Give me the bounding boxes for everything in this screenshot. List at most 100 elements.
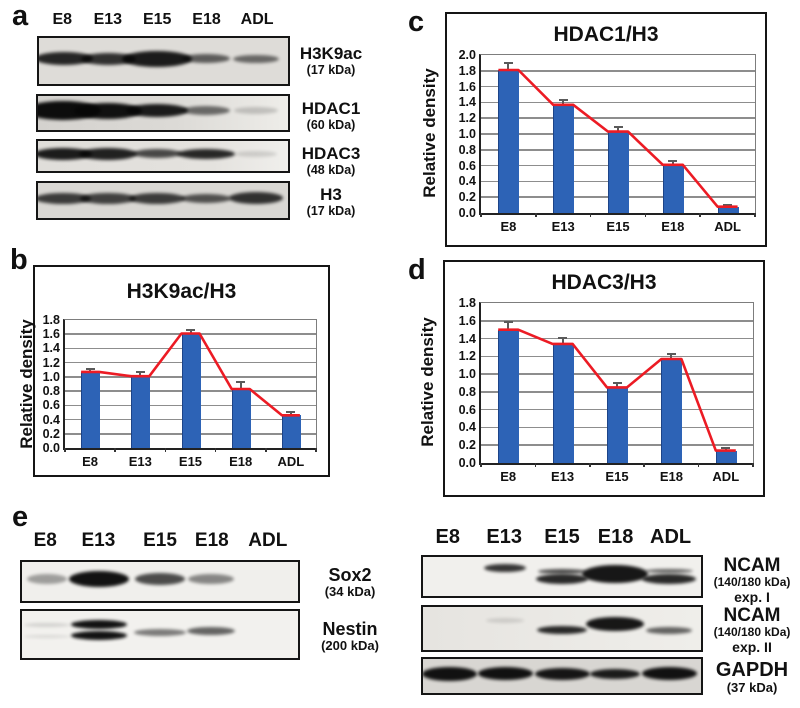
y-axis-tick-label: 1.4 <box>458 95 476 110</box>
blot-kda: (60 kDa) <box>306 118 356 133</box>
blot-name: GAPDH <box>715 659 789 681</box>
x-axis-tick <box>480 463 482 467</box>
blot-exp: exp. II <box>732 638 772 655</box>
x-axis-tick <box>589 213 592 217</box>
protein-band <box>80 192 136 204</box>
y-axis-tick-label: 0.4 <box>42 412 60 427</box>
protein-band <box>125 104 188 117</box>
protein-band <box>646 626 693 634</box>
y-axis-tick-label: 0.4 <box>458 420 476 435</box>
lane-label: E13 <box>486 526 522 548</box>
x-axis-tick <box>644 213 647 217</box>
x-axis-tick <box>480 213 482 217</box>
panel-d-letter: d <box>408 254 426 286</box>
blot-nestin <box>20 609 300 660</box>
x-axis-tick <box>754 213 756 217</box>
bar <box>131 376 151 448</box>
y-axis-tick-label: 0.8 <box>42 384 60 399</box>
protein-band <box>181 106 230 115</box>
category-label: ADL <box>714 219 741 234</box>
x-axis-tick <box>535 213 537 217</box>
category-label: E15 <box>605 469 629 484</box>
blot-kda: (140/180 kDa) <box>713 575 791 590</box>
lane-label: E15 <box>544 526 580 548</box>
x-axis-tick <box>534 463 537 467</box>
panel-b-letter: b <box>10 244 28 276</box>
lane-label: E18 <box>597 526 634 548</box>
y-axis-tick-label: 0.4 <box>458 174 476 189</box>
error-bar-cap <box>135 370 145 373</box>
protein-band <box>188 574 235 584</box>
y-axis-tick-label: 1.6 <box>42 327 60 342</box>
lane-label: E13 <box>81 530 116 551</box>
x-axis-tick <box>643 463 645 467</box>
blot-label-nestin: Nestin (200 kDa) <box>300 619 400 654</box>
protein-band <box>486 617 524 623</box>
blot-kda: (140/180 kDa) <box>713 625 791 640</box>
protein-band <box>71 630 128 640</box>
protein-band <box>585 617 644 631</box>
protein-band <box>23 623 70 627</box>
blot-name: NCAM <box>723 605 781 626</box>
y-axis-tick-label: 1.0 <box>42 369 60 384</box>
error-bar-cap <box>612 381 622 384</box>
blot-name: H3K9ac <box>299 44 363 63</box>
y-axis-tick-label: 0.8 <box>458 384 476 399</box>
plot-area: 0.0 0.2 0.4 0.6 0.8 1.0 1.2 1.4 1.6 1.8 E8 E13 E15 E1… <box>459 297 754 484</box>
bar <box>81 371 101 448</box>
protein-band <box>38 147 92 160</box>
blot-label-ncam-exp1: NCAM (140/180 kDa) exp. I <box>704 555 800 605</box>
gridline <box>481 355 753 358</box>
blot-label-hdac1: HDAC1 (60 kDa) <box>288 99 374 132</box>
protein-band <box>477 667 533 680</box>
y-axis-tick-label: 1.6 <box>458 313 476 328</box>
bar <box>715 450 737 463</box>
bar <box>717 206 739 213</box>
y-axis-tick-label: 0.0 <box>458 456 476 470</box>
blot-h3 <box>36 181 290 220</box>
y-axis-tick-label: 1.4 <box>458 331 476 346</box>
blot-kda: (17 kDa) <box>306 63 356 78</box>
blot-sox2 <box>20 560 300 603</box>
protein-band <box>132 149 181 158</box>
y-axis-tick-label: 0.0 <box>458 206 476 220</box>
panel-e-right-lane-labels: E8 E13 E15 E18 ADL <box>421 526 703 548</box>
error-bar-cap <box>236 381 246 384</box>
blot-kda: (200 kDa) <box>321 638 379 654</box>
y-axis-tick-label: 0.2 <box>458 190 476 205</box>
x-axis-tick <box>315 448 317 452</box>
error-bar-cap <box>668 160 678 163</box>
blot-label-gapdh: GAPDH (37 kDa) <box>704 659 800 696</box>
chart-title: HDAC3/H3 <box>551 271 657 294</box>
protein-band <box>423 666 477 681</box>
protein-band <box>134 628 186 636</box>
blot-kda: (34 kDa) <box>324 584 376 600</box>
x-axis-tick <box>214 448 217 452</box>
plot-area: 0.0 0.2 0.4 0.6 0.8 1.0 1.2 1.4 1.6 1.8 2.0 E8 E13 E1… <box>459 49 756 234</box>
category-label: E18 <box>661 219 685 234</box>
protein-band <box>38 192 91 204</box>
blot-name: Nestin <box>322 619 378 639</box>
error-bar-cap <box>613 125 623 128</box>
y-axis-tick-label: 0.6 <box>458 402 476 417</box>
trend-line <box>498 68 738 208</box>
chart-hdac1-h3: HDAC1/H3 Relative density 0.0 0.2 0.4 0.6 0.… <box>420 12 767 247</box>
category-label: ADL <box>277 454 305 469</box>
blot-label-ncam-exp2: NCAM (140/180 kDa) exp. II <box>704 605 800 655</box>
error-bar <box>189 330 192 334</box>
blot-kda: (37 kDa) <box>726 680 778 696</box>
protein-band <box>641 667 697 680</box>
blot-label-h3k9ac: H3K9ac (17 kDa) <box>288 44 374 77</box>
chart-title: HDAC1/H3 <box>553 23 659 46</box>
x-axis-tick <box>114 448 116 452</box>
bar <box>553 104 575 213</box>
y-axis-tick-label: 1.0 <box>458 367 476 382</box>
error-bar-cap <box>85 367 95 370</box>
lane-label: E13 <box>93 11 123 28</box>
protein-band <box>484 564 526 572</box>
plot-area: 0.0 0.2 0.4 0.6 0.8 1.0 1.2 1.4 1.6 1.8 E8 E13 E15 E1… <box>43 314 317 469</box>
y-axis-tick-label: 1.6 <box>458 79 476 94</box>
protein-band <box>234 150 277 157</box>
category-label: E13 <box>551 219 575 234</box>
